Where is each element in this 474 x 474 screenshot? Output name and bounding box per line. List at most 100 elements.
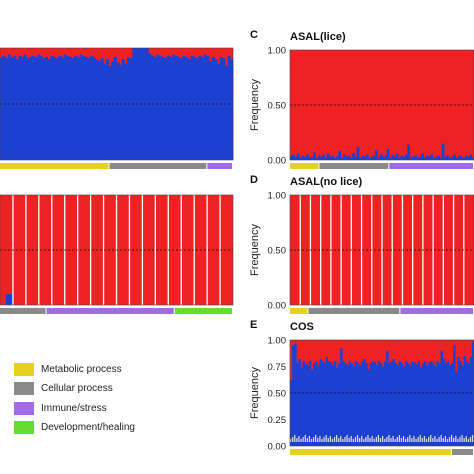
panel-a-blue-bar xyxy=(193,56,197,160)
panel-e-grey-bar xyxy=(346,435,348,442)
panel-c-blue-bar xyxy=(303,156,307,160)
panel-e-grey-bar xyxy=(421,438,423,442)
panel-e-grey-bar xyxy=(398,435,400,442)
panel-c-blue-bar xyxy=(363,156,367,160)
panel-e-grey-bar xyxy=(448,437,451,442)
panel-e-blue-bar xyxy=(467,363,471,446)
panel-e-blue-bar xyxy=(438,363,441,446)
legend: Metabolic process Cellular process Immun… xyxy=(14,360,135,438)
panel-c-blue-bar xyxy=(354,156,358,160)
panel-e-grey-bar xyxy=(302,437,304,442)
panel-a-blue-bar xyxy=(190,55,194,161)
panel-e-grey-bar xyxy=(325,435,327,442)
panel-e-grey-bar xyxy=(344,437,346,442)
panel-e-blue-bar xyxy=(352,366,356,446)
panel-a-blue-bar xyxy=(55,58,59,160)
panel-e-blue-bar xyxy=(434,366,437,446)
legend-label: Metabolic process xyxy=(41,363,122,375)
panel-e-grey-bar xyxy=(400,438,403,442)
panel-a-blue-bar xyxy=(137,48,141,160)
legend-label: Development/healing xyxy=(41,422,135,433)
panel-c-blue-bar xyxy=(434,156,438,160)
panel-c-blue-bar xyxy=(444,156,447,160)
panel-e-blue-bar xyxy=(327,361,331,446)
panel-a-blue-bar xyxy=(68,56,72,160)
panel-e-blue-bar xyxy=(300,367,303,446)
panel-a-category-segment xyxy=(0,163,109,169)
panel-e-blue-bar xyxy=(396,365,400,446)
panel-e-blue-bar xyxy=(402,366,406,446)
panel-a-blue-bar xyxy=(156,54,160,160)
panel-e-ytick-label: 0.00 xyxy=(268,442,287,453)
panel-c-blue-bar xyxy=(411,156,415,160)
panel-d-category-segment xyxy=(308,308,400,314)
panel-a-blue-bar xyxy=(60,56,64,160)
panel-a-blue-bar xyxy=(108,65,112,160)
panel-c-blue-bar xyxy=(372,155,376,160)
panel-a-blue-bar xyxy=(58,55,62,161)
panel-e-grey-bar xyxy=(469,437,472,442)
panel-c-blue-bar xyxy=(441,143,445,160)
panel-a-blue-bar xyxy=(18,55,22,161)
panel-d-ylabel: Frequency xyxy=(249,224,261,276)
panel-c-blue-bar xyxy=(319,156,323,160)
panel-e-grey-bar xyxy=(296,438,298,442)
panel-e-blue-bar xyxy=(423,361,427,446)
panel-c-blue-bar xyxy=(301,155,305,160)
panel-a-blue-bar xyxy=(39,55,43,161)
panel-a-category-segment xyxy=(109,163,207,169)
panel-a-blue-bar xyxy=(116,62,120,161)
panel-c-title: ASAL(lice) xyxy=(290,31,346,43)
panel-e-grey-bar xyxy=(465,436,467,442)
legend-item-immune: Immune/stress xyxy=(14,399,135,417)
panel-a-blue-bar xyxy=(148,53,152,160)
panel-e-blue-bar xyxy=(461,365,464,446)
panel-e-blue-bar xyxy=(453,345,456,446)
panel-e-blue-bar xyxy=(446,361,450,446)
panel-a-blue-bar xyxy=(225,65,229,160)
panel-e-grey-bar xyxy=(361,436,363,442)
panel-e-blue-bar xyxy=(451,363,454,446)
panel-e-blue-bar xyxy=(359,365,362,446)
panel-e-blue-bar xyxy=(386,350,389,446)
panel-c-blue-bar xyxy=(345,156,348,160)
panel-a-blue-bar xyxy=(214,59,218,161)
panel-b-frame xyxy=(0,194,234,306)
panel-c-blue-bar xyxy=(391,154,394,160)
panel-e-blue-bar xyxy=(323,363,326,446)
legend-item-cellular: Cellular process xyxy=(14,380,135,398)
panel-c-blue-bar xyxy=(352,153,355,160)
panel-c-blue-bar xyxy=(460,156,463,160)
panel-e-grey-bar xyxy=(423,436,426,442)
panel-c-blue-bar xyxy=(361,155,364,160)
panel-e-blue-bar xyxy=(417,361,421,446)
panel-c-blue-bar xyxy=(365,154,369,160)
panel-c-blue-bar xyxy=(296,153,300,160)
panel-e-grey-bar xyxy=(415,439,417,442)
panel-c-ytick-label: 0.50 xyxy=(268,101,287,112)
panel-c-blue-bar xyxy=(418,156,422,160)
panel-e-grey-bar xyxy=(350,436,352,442)
panel-e-grey-bar xyxy=(315,435,317,442)
panel-e-blue-bar xyxy=(331,365,335,446)
panel-a-blue-bar xyxy=(222,58,226,160)
panel-e-grey-bar xyxy=(354,437,357,442)
panel-e-blue-bar xyxy=(375,365,379,446)
panel-a-blue-bar xyxy=(211,56,215,160)
panel-c-blue-bar xyxy=(423,157,427,160)
panel-a-blue-bar xyxy=(37,54,41,160)
panel-c-blue-bar xyxy=(467,156,470,160)
panel-e-grey-bar xyxy=(331,439,334,442)
panel-e-grey-bar xyxy=(313,437,315,442)
panel-b-category-segment xyxy=(46,308,174,314)
panel-e-grey-bar xyxy=(459,437,461,442)
panel-a-blue-bar xyxy=(121,59,125,161)
panel-e-grey-bar xyxy=(290,439,292,442)
panel-e-grey-bar xyxy=(319,436,321,442)
panel-a-frame xyxy=(0,47,234,161)
panel-a-blue-bar xyxy=(201,56,205,160)
panel-e-blue-bar xyxy=(457,356,460,446)
panel-e-grey-bar xyxy=(436,439,438,442)
panel-c-blue-bar xyxy=(310,156,314,160)
panel-a-blue-bar xyxy=(97,61,102,160)
